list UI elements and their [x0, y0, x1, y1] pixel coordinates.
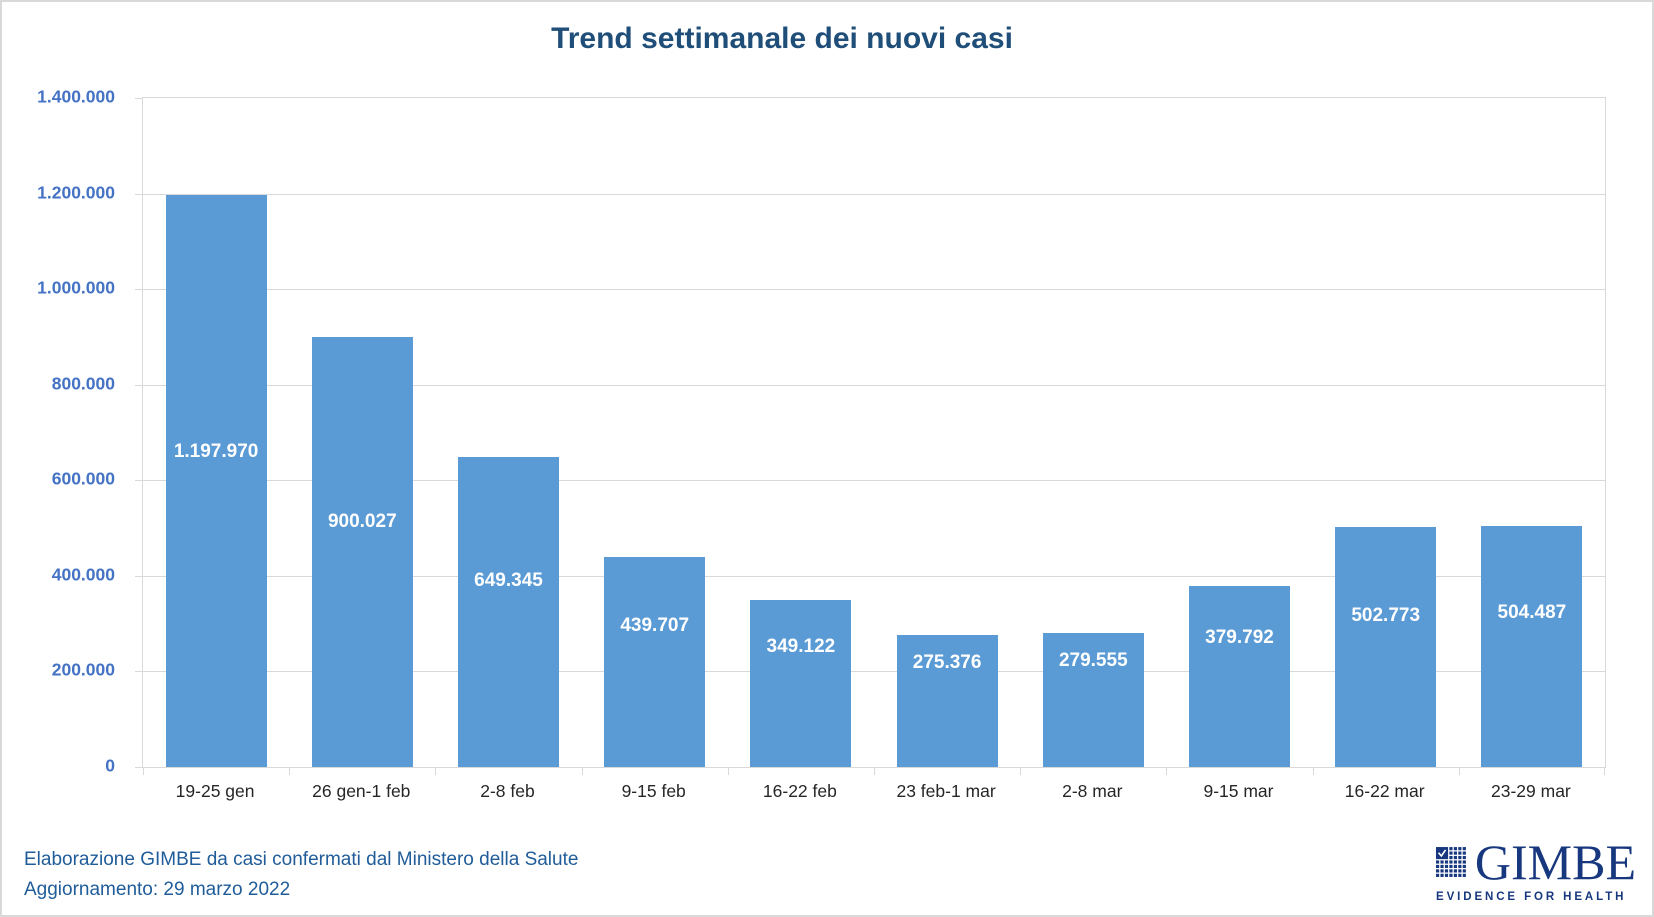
y-axis-tick: [135, 480, 143, 482]
chart-title: Trend settimanale dei nuovi casi: [551, 22, 1013, 55]
bar-value-label: 275.376: [912, 652, 982, 674]
x-axis-tick: [1020, 767, 1022, 775]
y-axis-label: 400.000: [51, 564, 115, 585]
x-axis-label: 19-25 gen: [175, 781, 255, 801]
bar-16-22 feb: 349.122: [750, 600, 852, 767]
bar-19-25 gen: 1.197.970: [165, 194, 267, 767]
bar-16-22 mar: 502.773: [1335, 526, 1437, 767]
x-axis-label: 26 gen-1 feb: [312, 781, 411, 801]
bar-value-label: 649.345: [474, 569, 543, 591]
bar-2-8 mar: 279.555: [1042, 633, 1144, 767]
y-axis-tick: [135, 671, 143, 673]
y-axis-tick: [135, 384, 143, 386]
footer-update-line: Aggiornamento: 29 marzo 2022: [24, 879, 291, 900]
logo-wordmark: GIMBE: [1474, 833, 1636, 890]
y-axis-label: 0: [105, 755, 115, 776]
y-axis-label: 1.000.000: [37, 277, 115, 298]
bar-26 gen-1 feb: 900.027: [311, 336, 413, 767]
y-axis: 1.400.000 1.200.000 1.000.000 800.000 600.00…: [2, 87, 115, 776]
y-axis-label: 600.000: [51, 468, 115, 489]
footer-source-line: Elaborazione GIMBE da casi confermati da…: [24, 849, 579, 870]
gridline: [143, 193, 1605, 195]
y-axis-label: 1.200.000: [37, 182, 115, 203]
plot-area: 1.197.970 900.027 649.345 439.707 349.122 275…: [135, 97, 1606, 775]
bar-2-8 feb: 649.345: [458, 456, 559, 767]
bar-23-29 mar: 504.487: [1481, 525, 1583, 767]
y-axis-label: 800.000: [51, 373, 115, 394]
bar-value-label: 279.555: [1058, 650, 1128, 672]
bar-value-label: 379.792: [1205, 627, 1274, 649]
x-axis-tick: [1604, 767, 1605, 775]
gridline: [143, 575, 1605, 577]
y-axis-tick: [135, 767, 143, 768]
y-axis-tick: [135, 98, 143, 99]
y-axis-label: 1.400.000: [37, 86, 115, 107]
x-axis-label: 2-8 feb: [480, 781, 535, 801]
x-axis-tick: [1166, 767, 1168, 775]
bar-value-label: 1.197.970: [173, 441, 259, 463]
x-axis-tick: [727, 767, 729, 775]
bar-9-15 mar: 379.792: [1189, 585, 1290, 767]
bar-9-15 feb: 439.707: [604, 556, 706, 767]
gimbe-checkmark-grid-icon: [1436, 847, 1466, 877]
x-axis-label: 16-22 feb: [762, 781, 837, 801]
x-axis-label: 16-22 mar: [1344, 781, 1425, 801]
x-axis-label: 23-29 mar: [1491, 781, 1571, 801]
bar-value-label: 900.027: [327, 510, 397, 532]
bar-value-label: 349.122: [766, 635, 836, 657]
y-axis-tick: [135, 193, 143, 195]
gridline: [143, 480, 1605, 482]
x-axis-tick: [143, 767, 144, 775]
gridline: [143, 384, 1605, 386]
bar-value-label: 502.773: [1351, 604, 1421, 626]
gimbe-logo: GIMBE EVIDENCE FOR HEALTH: [1436, 833, 1636, 903]
x-axis-tick: [435, 767, 437, 775]
y-axis-tick: [135, 289, 143, 291]
y-axis-label: 200.000: [51, 659, 115, 680]
x-axis-tick: [1312, 767, 1314, 775]
x-axis-tick: [289, 767, 291, 775]
x-axis: 19-25 gen 26 gen-1 feb 2-8 feb 9-15 feb 16-2…: [142, 781, 1606, 807]
bar-value-label: 439.707: [620, 615, 690, 637]
footer: Elaborazione GIMBE da casi confermati da…: [24, 845, 578, 905]
x-axis-tick: [874, 767, 875, 775]
y-axis-tick: [135, 575, 143, 577]
gridline: [143, 671, 1605, 673]
x-axis-label: 2-8 mar: [1062, 781, 1123, 801]
logo-tagline: EVIDENCE FOR HEALTH: [1436, 891, 1627, 903]
bar-value-label: 504.487: [1497, 601, 1567, 623]
bar-23 feb-1 mar: 275.376: [896, 635, 998, 767]
x-axis-tick: [581, 767, 583, 775]
x-axis-tick: [1458, 767, 1460, 775]
x-axis-label: 23 feb-1 mar: [896, 781, 996, 801]
x-axis-label: 9-15 feb: [621, 781, 686, 801]
gridline: [143, 289, 1605, 291]
x-axis-label: 9-15 mar: [1203, 781, 1274, 801]
